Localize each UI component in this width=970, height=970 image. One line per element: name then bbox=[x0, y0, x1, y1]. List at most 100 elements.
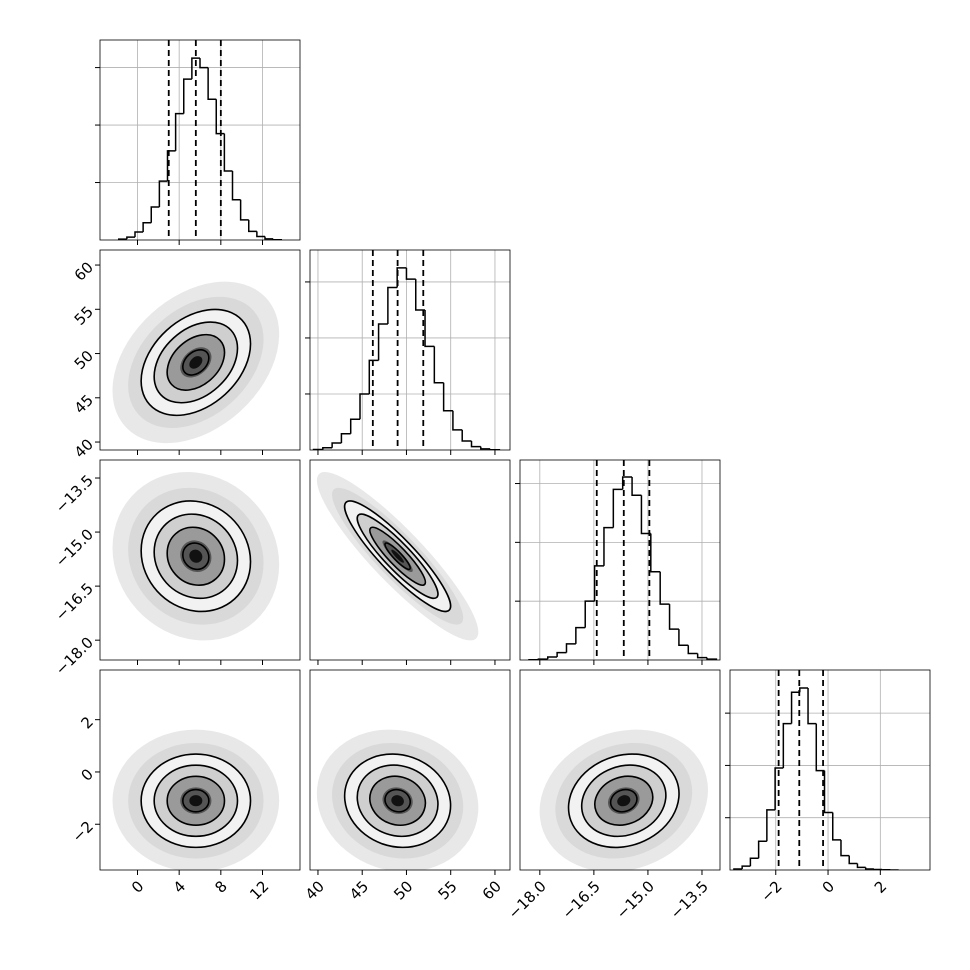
panel bbox=[730, 670, 930, 870]
contour bbox=[153, 321, 239, 404]
panel-frame bbox=[519, 669, 721, 871]
histogram-bin bbox=[741, 865, 751, 869]
histogram-bin bbox=[415, 279, 426, 311]
histogram-bin bbox=[191, 57, 200, 80]
contour bbox=[567, 753, 680, 849]
histogram-bin bbox=[873, 868, 883, 870]
histogram-bin bbox=[546, 656, 558, 660]
x-tick-label: 4 bbox=[170, 877, 189, 896]
histogram-bin bbox=[368, 359, 379, 394]
contour bbox=[182, 788, 210, 813]
contour bbox=[166, 775, 226, 826]
histogram-bin bbox=[166, 150, 176, 182]
histogram-bin bbox=[856, 863, 866, 869]
contour bbox=[580, 764, 667, 838]
histogram-bin bbox=[774, 767, 784, 810]
x-tick-label: 8 bbox=[211, 877, 230, 896]
histogram-bin bbox=[442, 382, 453, 412]
y-tick-label: 40 bbox=[71, 435, 97, 461]
histogram-bin bbox=[790, 691, 800, 724]
x-tick-label: −15.0 bbox=[613, 877, 658, 922]
panel bbox=[520, 460, 720, 660]
histogram-bin bbox=[158, 180, 168, 207]
panel bbox=[112, 729, 280, 870]
histogram-bin bbox=[174, 112, 184, 151]
histogram-bin bbox=[126, 236, 135, 240]
histogram-bin bbox=[621, 476, 633, 490]
panel-frame bbox=[99, 249, 301, 451]
y-tick-label: 55 bbox=[71, 303, 97, 329]
contour bbox=[609, 788, 638, 813]
contour bbox=[369, 526, 427, 586]
y-tick-label: −2 bbox=[69, 818, 97, 846]
histogram-bin bbox=[757, 840, 767, 859]
histogram-bin bbox=[433, 346, 444, 384]
histogram-bin bbox=[142, 222, 152, 232]
histogram-bin bbox=[461, 429, 472, 442]
contour bbox=[356, 764, 439, 838]
histogram-bin bbox=[349, 418, 360, 434]
histogram-bin bbox=[840, 839, 850, 857]
contour bbox=[153, 513, 239, 600]
histogram-bin bbox=[377, 323, 388, 361]
histogram-bin bbox=[823, 770, 833, 814]
density-level bbox=[189, 795, 203, 807]
x-tick-label: 2 bbox=[871, 877, 890, 896]
panel bbox=[310, 250, 510, 450]
y-tick-label: −18.0 bbox=[52, 633, 97, 678]
histogram-bin bbox=[631, 477, 642, 497]
contour bbox=[153, 764, 239, 838]
histogram-bin bbox=[256, 231, 265, 238]
x-tick-label: −16.5 bbox=[559, 877, 604, 922]
contour bbox=[182, 542, 210, 571]
y-tick-label: −16.5 bbox=[52, 579, 97, 624]
panel bbox=[316, 472, 479, 641]
histogram-bin bbox=[199, 58, 209, 69]
panel bbox=[539, 729, 708, 870]
y-tick-label: −13.5 bbox=[52, 471, 97, 516]
contour bbox=[140, 500, 252, 613]
density-level bbox=[391, 795, 404, 807]
y-tick-label: 45 bbox=[71, 391, 97, 417]
histogram-bin bbox=[749, 857, 759, 867]
density-level bbox=[189, 356, 203, 369]
histogram-bin bbox=[593, 565, 604, 602]
histogram-bin bbox=[231, 171, 241, 201]
panel bbox=[112, 281, 280, 444]
x-tick-label: −18.0 bbox=[505, 877, 550, 922]
histogram-bin bbox=[207, 67, 217, 100]
x-tick-label: 45 bbox=[346, 877, 372, 903]
panel-frame bbox=[99, 669, 301, 871]
contour bbox=[594, 775, 654, 826]
y-tick-label: 60 bbox=[71, 258, 97, 284]
x-tick-label: −2 bbox=[757, 877, 785, 905]
x-tick-label: 50 bbox=[390, 877, 416, 903]
contour bbox=[182, 348, 210, 376]
x-tick-label: 40 bbox=[302, 877, 328, 903]
contour bbox=[140, 753, 252, 849]
density-level bbox=[189, 549, 203, 563]
histogram-bin bbox=[470, 441, 481, 448]
panel-frame bbox=[99, 39, 301, 241]
histogram-bin bbox=[480, 446, 491, 450]
y-tick-label: −15.0 bbox=[52, 525, 97, 570]
y-tick-label: 0 bbox=[78, 765, 97, 784]
contour bbox=[166, 526, 226, 586]
histogram-bin bbox=[782, 722, 792, 769]
x-tick-label: 0 bbox=[128, 877, 147, 896]
x-tick-label: 60 bbox=[479, 877, 505, 903]
panel bbox=[316, 729, 479, 870]
panel-frame bbox=[519, 459, 721, 661]
x-tick-label: 0 bbox=[819, 877, 838, 896]
histogram-bin bbox=[640, 495, 651, 535]
histogram-bin bbox=[584, 600, 595, 628]
histogram-bin bbox=[452, 410, 463, 431]
contour bbox=[140, 308, 252, 417]
histogram-bin bbox=[537, 658, 548, 660]
contour bbox=[343, 500, 452, 613]
histogram-bin bbox=[387, 286, 398, 324]
histogram-bin bbox=[150, 206, 160, 223]
panel bbox=[100, 40, 300, 240]
histogram-bin bbox=[264, 236, 274, 240]
